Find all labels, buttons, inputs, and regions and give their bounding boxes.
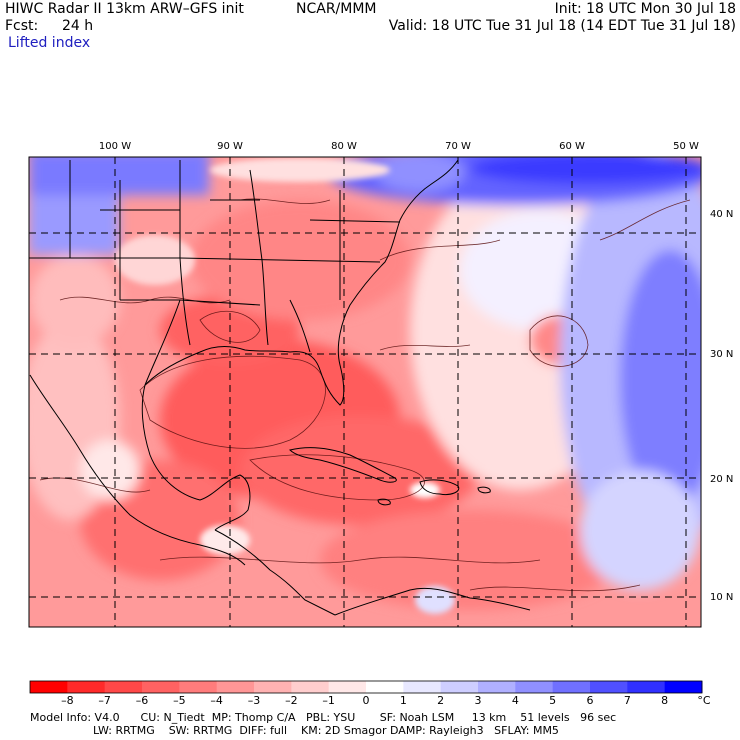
scale-tick-label: –5 xyxy=(173,694,186,707)
scale-tick-label: –3 xyxy=(247,694,261,707)
lon-label: 80 W xyxy=(331,141,357,152)
scale-swatch xyxy=(664,681,703,693)
scale-swatch xyxy=(67,681,106,693)
lon-label: 70 W xyxy=(445,141,471,152)
field-name: Lifted index xyxy=(8,35,91,51)
graticule xyxy=(29,157,701,627)
scale-swatch xyxy=(552,681,591,693)
lifted-index-field xyxy=(29,157,701,627)
valid-time: Valid: 18 UTC Tue 31 Jul 18 (14 EDT Tue … xyxy=(388,18,736,34)
scale-tick-label: 1 xyxy=(399,694,407,707)
scale-tick-label: –2 xyxy=(285,694,298,707)
scale-swatch xyxy=(30,681,68,693)
scale-unit: °C xyxy=(697,694,711,707)
organization-label: NCAR/MMM xyxy=(296,1,377,17)
scale-tick-label: –7 xyxy=(98,694,111,707)
scale-swatch xyxy=(142,681,180,693)
lon-label: 60 W xyxy=(559,141,585,152)
scale-swatch xyxy=(328,681,367,693)
scale-swatch xyxy=(515,681,554,693)
scale-swatch xyxy=(440,681,479,693)
scale-swatch xyxy=(254,681,292,693)
longitude-labels: 100 W 90 W 80 W 70 W 60 W 50 W xyxy=(99,141,699,152)
scale-tick-label: 6 xyxy=(586,694,594,707)
scale-tick-label: 5 xyxy=(549,694,557,707)
scale-tick-label: 0 xyxy=(362,694,370,707)
init-time: Init: 18 UTC Mon 30 Jul 18 xyxy=(554,1,736,17)
forecast-label: Fcst: xyxy=(5,18,39,34)
lon-label: 90 W xyxy=(217,141,243,152)
scale-swatch xyxy=(590,681,628,693)
lat-label: 10 N xyxy=(710,592,733,603)
model-info-line2: LW: RRTMG SW: RRTMG DIFF: full KM: 2D Sm… xyxy=(30,724,559,737)
latitude-labels: 40 N 30 N 20 N 10 N xyxy=(710,209,733,603)
scale-swatch xyxy=(366,681,404,693)
scale-tick-label: 7 xyxy=(623,694,631,707)
color-scale-bar xyxy=(29,680,703,694)
scale-swatch xyxy=(104,681,143,693)
lon-label: 50 W xyxy=(673,141,699,152)
lat-label: 20 N xyxy=(710,474,733,485)
scale-tick-label: –4 xyxy=(210,694,223,707)
coastlines xyxy=(29,159,531,616)
lat-label: 30 N xyxy=(710,349,733,360)
scale-swatch xyxy=(216,681,255,693)
scale-tick-label: 2 xyxy=(437,694,445,707)
scale-tick-label: 3 xyxy=(474,694,482,707)
map-frame xyxy=(28,156,702,628)
scale-tick-label: 8 xyxy=(661,694,669,707)
lat-label: 40 N xyxy=(710,209,733,220)
scale-swatch xyxy=(291,681,330,693)
scale-swatch xyxy=(179,681,218,693)
scale-tick-label: 4 xyxy=(511,694,519,707)
scale-tick-label: –6 xyxy=(135,694,149,707)
scale-tick-label: –8 xyxy=(61,694,74,707)
scale-swatch xyxy=(478,681,516,693)
lon-label: 100 W xyxy=(99,141,131,152)
scale-tick-label: –1 xyxy=(322,694,335,707)
scale-frame xyxy=(29,680,703,694)
scale-swatch xyxy=(403,681,442,693)
scale-swatch xyxy=(627,681,666,693)
forecast-hour: 24 h xyxy=(62,18,94,34)
model-info-line1: Model Info: V4.0 CU: N_Tiedt MP: Thomp C… xyxy=(30,711,617,724)
model-title: HIWC Radar II 13km ARW–GFS init xyxy=(5,1,244,17)
